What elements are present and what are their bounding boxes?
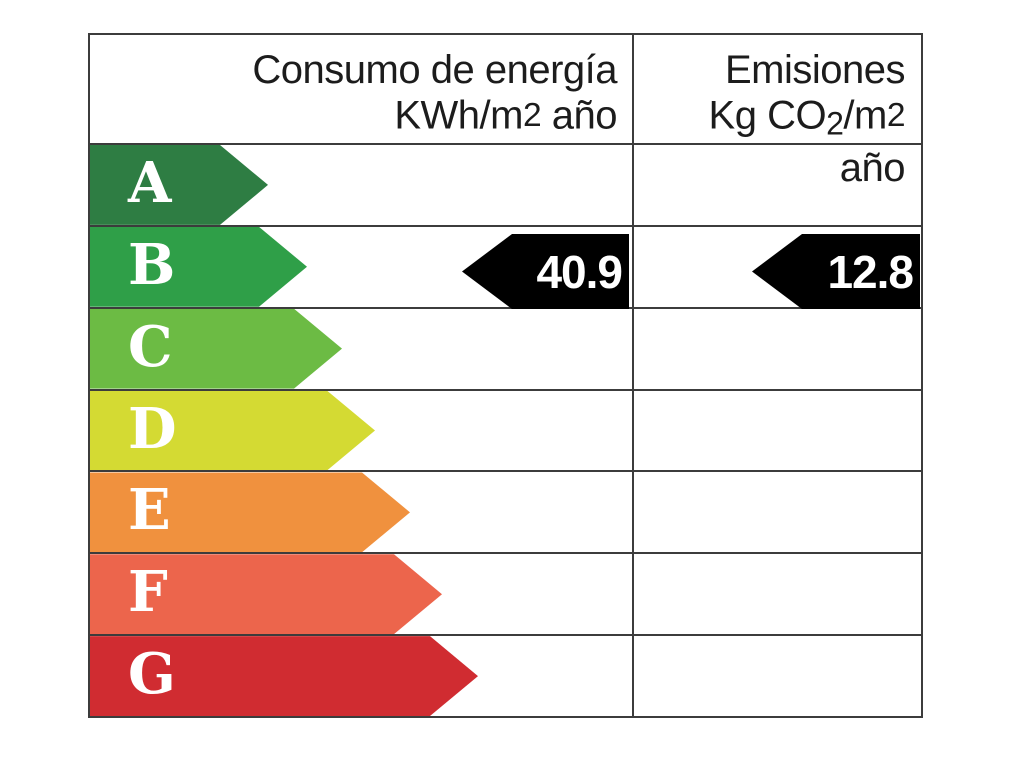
band-arrow-a: A	[90, 145, 268, 225]
band-arrow-e: E	[90, 472, 410, 552]
band-row-f: F	[90, 552, 921, 634]
band-row-c: C	[90, 306, 921, 389]
band-letter-a: A	[128, 149, 172, 216]
band-letter-g: G	[128, 641, 176, 708]
rating-table: Consumo de energía KWh/m2 año Emisiones …	[88, 33, 923, 718]
emisiones-value: 12.8	[827, 245, 914, 298]
band-letter-d: D	[128, 395, 177, 462]
band-arrow-g: G	[90, 636, 478, 716]
band-row-b: B	[90, 224, 921, 307]
band-row-a: A	[90, 145, 921, 225]
consumo-title: Consumo de energía	[252, 48, 617, 92]
column-divider	[632, 35, 634, 716]
emisiones-unit-exponent: 2	[886, 97, 906, 134]
band-letter-e: E	[128, 477, 171, 544]
band-letter-f: F	[128, 559, 168, 626]
consumo-header: Consumo de energía KWh/m2 año	[90, 35, 632, 143]
co2-subscript: 2	[826, 105, 844, 142]
band-arrow-f: F	[90, 554, 442, 634]
band-arrow-d: D	[90, 391, 375, 471]
band-row-g: G	[90, 634, 921, 716]
emisiones-unit: Kg CO2/m2 año	[708, 93, 906, 191]
band-letter-c: C	[128, 313, 173, 380]
consumo-unit: KWh/m2 año	[394, 93, 617, 138]
consumo-unit-exponent: 2	[522, 97, 542, 134]
band-arrow-c: C	[90, 309, 342, 389]
band-row-d: D	[90, 388, 921, 471]
band-rows: A B C D E	[90, 145, 921, 716]
emisiones-title: Emisiones	[724, 48, 906, 92]
emisiones-header: Emisiones Kg CO2/m2 año	[634, 35, 921, 190]
band-letter-b: B	[128, 231, 176, 298]
band-row-e: E	[90, 470, 921, 552]
band-arrow-b: B	[90, 227, 307, 307]
consumo-value: 40.9	[536, 245, 623, 298]
table-header: Consumo de energía KWh/m2 año Emisiones …	[90, 35, 921, 190]
